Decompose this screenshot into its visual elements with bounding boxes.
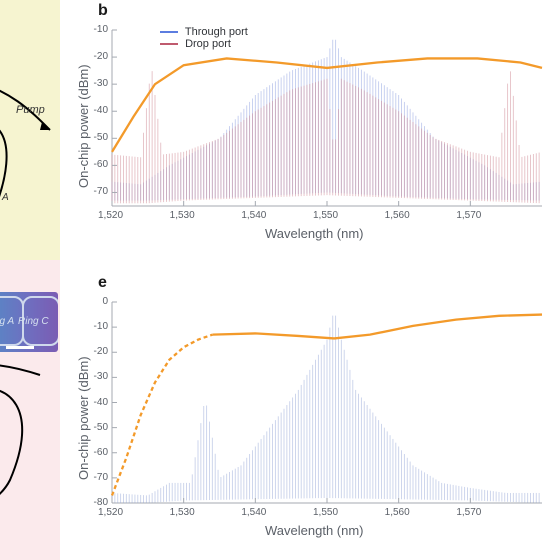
legend-drop: Drop port xyxy=(160,38,248,50)
ytick-label: -30 xyxy=(82,78,108,89)
ytick-label: -50 xyxy=(82,422,108,433)
ytick-label: -30 xyxy=(82,371,108,382)
ytick-label: -60 xyxy=(82,447,108,458)
chart-b-xlabel: Wavelength (nm) xyxy=(265,226,364,241)
ytick-label: -70 xyxy=(82,472,108,483)
chart-b-legend: Through port Drop port xyxy=(160,26,248,50)
xtick-label: 1,560 xyxy=(385,507,410,518)
ytick-label: -20 xyxy=(82,51,108,62)
legend-through-swatch xyxy=(160,31,178,33)
xtick-label: 1,520 xyxy=(98,210,123,221)
schematic-bottom-region: ng A Ring C xyxy=(0,260,60,560)
xtick-label: 1,520 xyxy=(98,507,123,518)
ytick-label: -70 xyxy=(82,186,108,197)
chart-b-svg xyxy=(100,28,544,208)
chart-e-svg xyxy=(100,300,544,505)
xtick-label: 1,530 xyxy=(170,507,195,518)
ytick-label: 0 xyxy=(82,296,108,307)
xtick-label: 1,550 xyxy=(313,210,338,221)
chart-e-xlabel: Wavelength (nm) xyxy=(265,523,364,538)
ytick-label: -10 xyxy=(82,24,108,35)
chart-b: On-chip power (dBm) Wavelength (nm) Thro… xyxy=(100,28,544,208)
chart-e: On-chip power (dBm) Wavelength (nm) -80-… xyxy=(100,300,544,505)
ring-schematic-bottom xyxy=(0,260,60,560)
panel-b-label: b xyxy=(98,2,108,20)
xtick-label: 1,570 xyxy=(456,210,481,221)
ring-a-label: A xyxy=(2,192,9,203)
ytick-label: -40 xyxy=(82,397,108,408)
pump-label: Pump xyxy=(16,104,45,116)
panel-e-label: e xyxy=(98,274,107,292)
ring-schematic-top xyxy=(0,0,60,260)
legend-drop-label: Drop port xyxy=(185,38,231,50)
legend-through-label: Through port xyxy=(185,26,248,38)
xtick-label: 1,540 xyxy=(241,210,266,221)
legend-drop-swatch xyxy=(160,43,178,45)
schematic-top-region: Pump A xyxy=(0,0,60,260)
ytick-label: -10 xyxy=(82,321,108,332)
ytick-label: -60 xyxy=(82,159,108,170)
ytick-label: -40 xyxy=(82,105,108,116)
xtick-label: 1,540 xyxy=(241,507,266,518)
ytick-label: -20 xyxy=(82,346,108,357)
xtick-label: 1,530 xyxy=(170,210,195,221)
xtick-label: 1,550 xyxy=(313,507,338,518)
xtick-label: 1,560 xyxy=(385,210,410,221)
legend-through: Through port xyxy=(160,26,248,38)
ytick-label: -50 xyxy=(82,132,108,143)
xtick-label: 1,570 xyxy=(456,507,481,518)
